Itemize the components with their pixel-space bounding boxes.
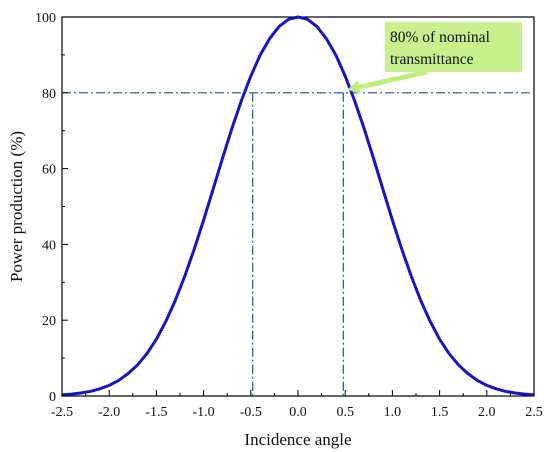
x-tick-label: -2.0 bbox=[98, 405, 120, 420]
annotation-box bbox=[385, 22, 522, 72]
x-tick-label: 0.0 bbox=[289, 405, 307, 420]
x-tick-label: 1.5 bbox=[431, 405, 449, 420]
annotation-text-line-1: 80% of nominal bbox=[390, 29, 490, 46]
x-tick-label: 1.0 bbox=[384, 405, 402, 420]
y-tick-label: 40 bbox=[42, 238, 56, 253]
x-axis-ticks: -2.5 -2.0 -1.5 -1.0 -0.5 0.0 0.5 1.0 1.5 2.0 2.5 bbox=[51, 390, 543, 420]
power-curve bbox=[61, 15, 535, 397]
x-tick-label: 0.5 bbox=[336, 405, 354, 420]
annotation-arrow bbox=[347, 69, 428, 94]
x-tick-label: 2.0 bbox=[478, 405, 496, 420]
y-tick-label: 60 bbox=[42, 163, 56, 178]
y-axis-label: Power production (%) bbox=[7, 131, 26, 282]
plot-frame bbox=[61, 16, 535, 397]
annotation: 80% of nominal transmittance bbox=[347, 22, 522, 94]
x-tick-label: -1.0 bbox=[193, 405, 215, 420]
x-tick-label: 2.5 bbox=[525, 405, 543, 420]
x-tick-label: -1.5 bbox=[145, 405, 167, 420]
y-tick-label: 100 bbox=[35, 11, 56, 26]
y-axis-ticks: 0 20 40 60 80 100 bbox=[35, 11, 68, 405]
y-tick-label: 20 bbox=[42, 314, 56, 329]
reference-lines bbox=[62, 92, 534, 396]
y-tick-label: 0 bbox=[49, 390, 56, 405]
y-tick-label: 80 bbox=[42, 87, 56, 102]
x-tick-label: -2.5 bbox=[51, 405, 73, 420]
annotation-text-line-2: transmittance bbox=[390, 51, 474, 68]
x-tick-label: -0.5 bbox=[240, 405, 262, 420]
x-axis-label: Incidence angle bbox=[244, 430, 351, 449]
